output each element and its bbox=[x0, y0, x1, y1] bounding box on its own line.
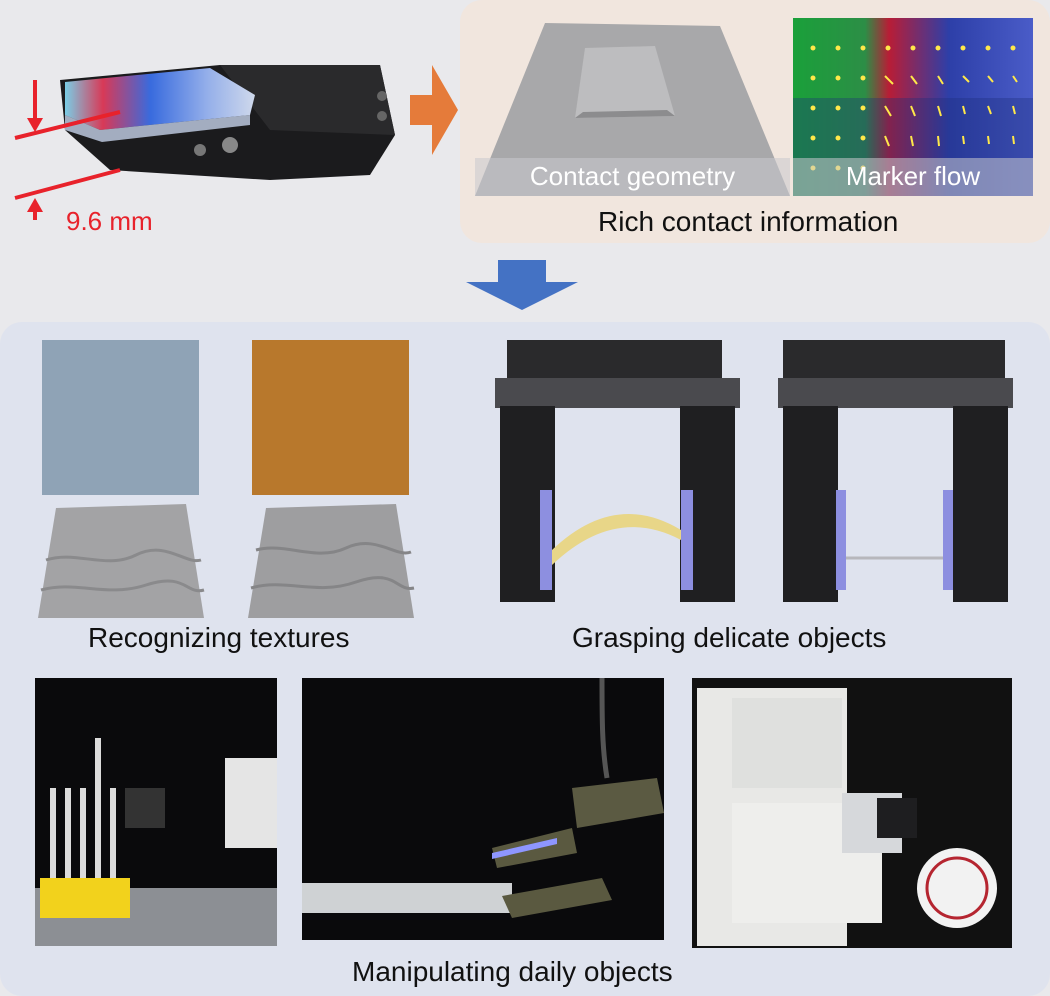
texture-render-1 bbox=[36, 500, 206, 618]
contact-geometry-image bbox=[475, 18, 790, 196]
marker-flow-label: Marker flow bbox=[793, 158, 1033, 196]
texture-photo-gray bbox=[42, 340, 199, 495]
grasping-caption: Grasping delicate objects bbox=[572, 622, 887, 653]
plate-photo bbox=[302, 677, 664, 940]
top-panel-caption: Rich contact information bbox=[598, 206, 899, 237]
down-arrow-icon bbox=[466, 260, 578, 310]
thickness-label: 9.6 mm bbox=[66, 206, 153, 236]
texture-photo-brown bbox=[252, 340, 409, 495]
textures-caption: Recognizing textures bbox=[88, 622, 350, 653]
test-tube-photo bbox=[35, 678, 277, 946]
manipulating-caption: Manipulating daily objects bbox=[352, 956, 673, 987]
sensor-photo bbox=[10, 20, 430, 242]
right-arrow-icon bbox=[410, 60, 458, 160]
drawer-photo bbox=[692, 678, 1012, 948]
gripper-photo-1 bbox=[495, 340, 740, 602]
texture-render-2 bbox=[246, 500, 416, 618]
contact-geometry-label: Contact geometry bbox=[475, 158, 790, 196]
gripper-photo-2 bbox=[778, 340, 1013, 602]
